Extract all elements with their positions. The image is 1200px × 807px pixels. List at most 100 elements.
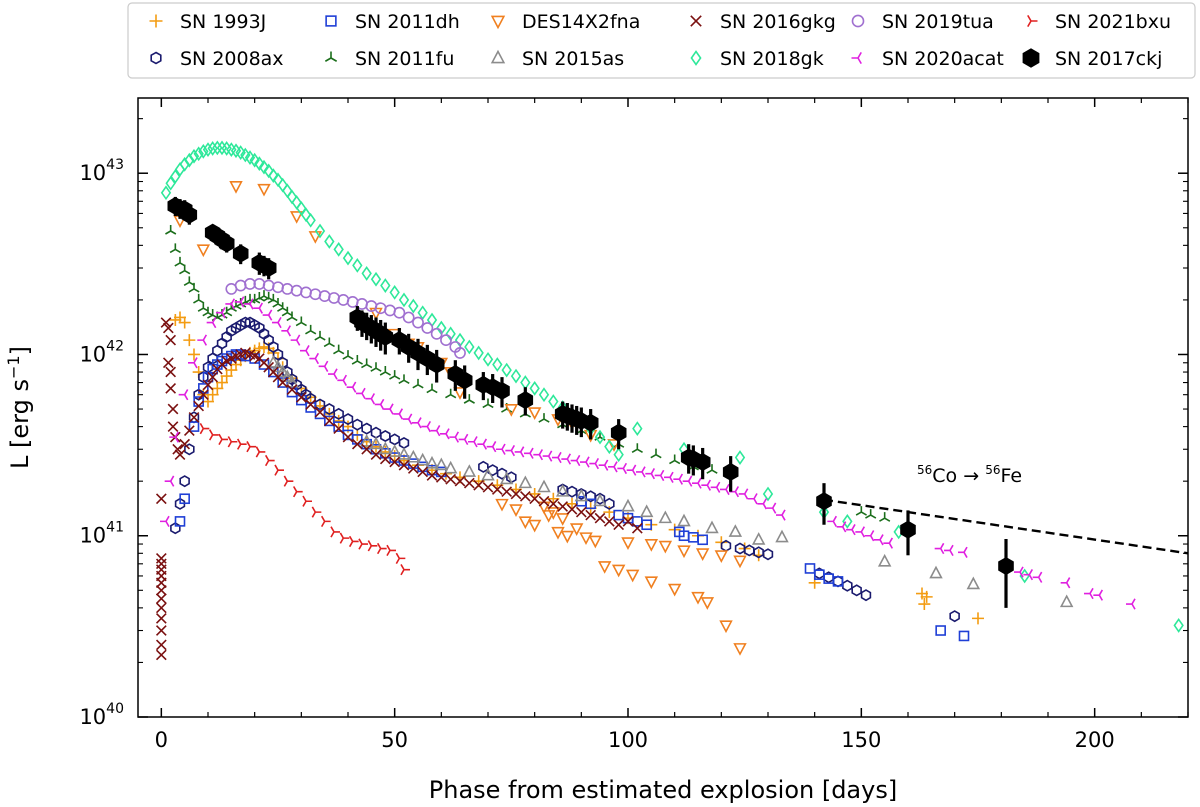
data-point <box>546 507 561 520</box>
data-point <box>208 429 219 441</box>
data-point <box>608 461 618 473</box>
data-point <box>482 351 494 367</box>
data-point <box>162 357 174 369</box>
data-point <box>701 479 712 491</box>
data-point <box>406 449 421 463</box>
data-point <box>468 436 478 448</box>
data-point <box>610 419 627 450</box>
data-point <box>318 360 329 372</box>
data-point <box>257 183 271 197</box>
data-point <box>285 374 299 388</box>
data-point <box>622 516 634 527</box>
data-point <box>290 284 303 297</box>
annotation-arrow: → <box>957 465 985 487</box>
data-point <box>352 418 363 431</box>
data-point <box>417 305 428 321</box>
series-sn-2008ax <box>170 316 960 623</box>
data-point <box>874 534 884 546</box>
data-point <box>744 544 755 557</box>
data-point <box>348 535 359 548</box>
data-point <box>311 506 322 518</box>
legend-item: SN 2020acat <box>851 48 1004 70</box>
data-point <box>216 307 226 319</box>
data-point <box>272 281 284 294</box>
legend-items: SN 1993J SN 2011dh DES14X2fna SN 2016gkg SN … <box>149 11 1171 70</box>
data-point <box>658 510 673 524</box>
data-point <box>398 292 410 308</box>
data-point <box>440 334 452 347</box>
y-label-end: ] <box>6 346 34 355</box>
data-point <box>188 348 200 361</box>
legend-marker <box>690 15 702 27</box>
data-point <box>529 493 541 505</box>
data-point <box>225 298 236 310</box>
data-point <box>538 413 550 423</box>
data-point <box>775 529 789 543</box>
data-point <box>463 394 475 404</box>
data-point <box>160 185 172 201</box>
data-point <box>165 366 177 378</box>
data-point <box>958 546 968 558</box>
data-point <box>519 490 531 502</box>
data-point <box>603 516 615 527</box>
data-point <box>260 258 277 280</box>
data-point <box>236 438 247 450</box>
data-point <box>426 312 438 328</box>
data-point <box>216 359 228 370</box>
data-point <box>560 530 575 544</box>
data-point <box>607 439 621 452</box>
data-point <box>346 296 359 308</box>
data-point <box>197 389 209 401</box>
data-point <box>692 477 702 489</box>
data-point <box>537 479 551 493</box>
data-point <box>160 317 172 328</box>
data-point <box>266 355 281 368</box>
data-point <box>594 429 606 445</box>
legend-label: SN 2017ckj <box>1055 48 1162 70</box>
data-point <box>631 443 643 453</box>
legend: SN 1993J SN 2011dh DES14X2fna SN 2016gkg SN … <box>127 2 1196 79</box>
data-point <box>258 159 270 175</box>
data-point <box>518 475 533 489</box>
data-point <box>234 296 245 308</box>
data-point <box>393 408 404 420</box>
data-point <box>234 279 247 292</box>
data-point <box>351 438 363 450</box>
x-tick-label: 200 <box>1075 728 1115 752</box>
data-point <box>966 576 981 590</box>
data-point <box>580 456 590 468</box>
data-point <box>402 311 415 324</box>
series-sn-2016gkg <box>155 317 643 661</box>
data-point <box>734 542 746 555</box>
y-label-sup: −1 <box>4 355 23 379</box>
data-point <box>477 438 488 450</box>
data-point <box>395 552 406 565</box>
data-point <box>155 558 167 570</box>
annotation-iso2: 56 <box>985 463 1000 477</box>
data-point <box>1060 577 1071 589</box>
series-des14x2fna <box>173 181 747 656</box>
data-point <box>918 598 931 611</box>
data-point <box>617 462 628 475</box>
data-point <box>598 459 609 471</box>
data-point <box>333 421 344 432</box>
data-point <box>766 502 777 514</box>
data-point <box>333 407 344 420</box>
data-point <box>753 546 764 559</box>
data-point <box>400 564 410 576</box>
data-point <box>533 449 544 461</box>
data-point <box>1059 594 1074 608</box>
legend-label: SN 2016gkg <box>720 11 836 33</box>
data-point <box>949 610 960 623</box>
data-point <box>541 510 556 523</box>
data-point <box>510 488 522 500</box>
data-point <box>529 380 540 396</box>
legend-item: SN 2011dh <box>325 11 460 33</box>
data-point <box>860 589 872 602</box>
data-point <box>188 148 200 164</box>
legend-label: SN 2019tua <box>882 11 994 33</box>
data-point <box>667 583 682 597</box>
data-point <box>374 398 385 411</box>
data-point <box>380 278 391 293</box>
data-point <box>677 545 691 559</box>
